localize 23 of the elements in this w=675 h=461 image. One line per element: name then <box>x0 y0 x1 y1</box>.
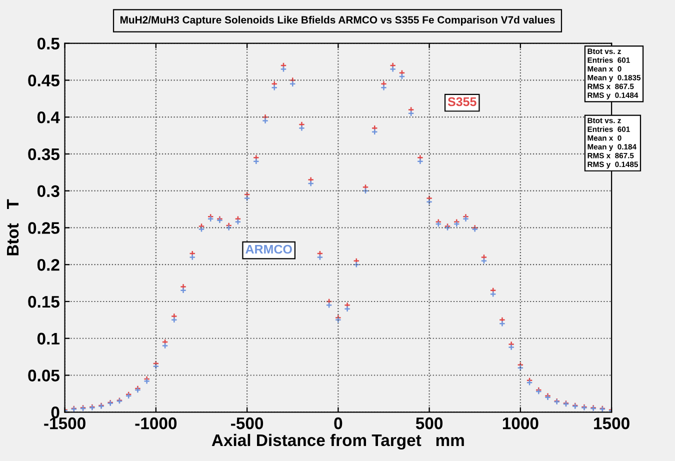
x-tick-label: -1000 <box>135 417 177 430</box>
y-tick-label: 0 <box>51 406 60 418</box>
x-tick-label: 500 <box>416 417 443 430</box>
y-tick-label: 0.05 <box>28 370 60 382</box>
y-tick-label: 0.15 <box>28 296 60 308</box>
y-tick-label: 0.3 <box>37 185 60 198</box>
y-tick-label: 0.5 <box>37 38 60 50</box>
y-tick-label: 0.45 <box>28 74 60 86</box>
text: S355 <box>448 97 476 106</box>
series-label: ARMCO <box>246 244 292 254</box>
y-axis-title: Btot T <box>7 199 19 256</box>
x-tick-label: 1000 <box>502 417 538 430</box>
y-tick-label: 0.4 <box>37 111 60 124</box>
y-tick-label: 0.1 <box>37 332 60 345</box>
x-tick-label: -500 <box>231 417 264 430</box>
x-axis-title: Axial Distance from Target mm <box>212 434 464 450</box>
x-tick-label: -1500 <box>44 417 86 430</box>
x-tick-label: 0 <box>334 417 342 430</box>
x-tick-label: 1500 <box>594 417 630 430</box>
y-tick-label: 0.2 <box>37 259 60 271</box>
y-tick-label: 0.25 <box>28 222 60 234</box>
chart-title: MuH2/MuH3 Capture Solenoids Like Bfields ARMCO vs S355 Fe Comparison V7d values <box>120 16 555 26</box>
y-tick-label: 0.35 <box>28 148 60 160</box>
